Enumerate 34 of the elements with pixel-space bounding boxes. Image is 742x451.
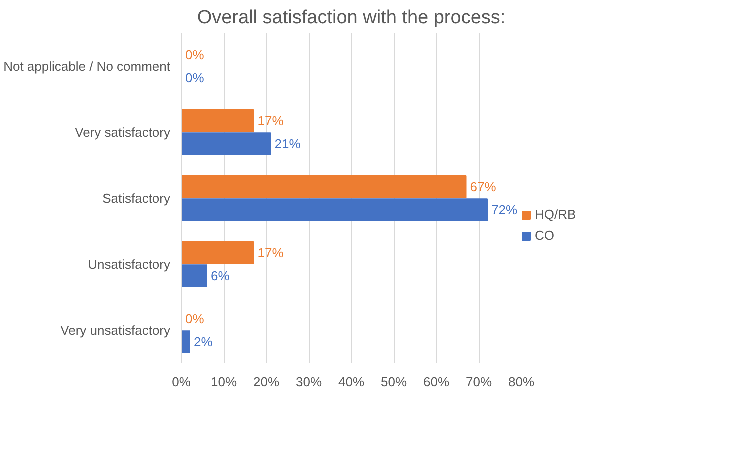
bar <box>182 175 467 198</box>
x-tick-label: 80% <box>508 374 535 390</box>
legend-label: CO <box>535 228 555 243</box>
bar <box>182 198 488 222</box>
y-tick-label: Very unsatisfactory <box>60 323 171 338</box>
data-label: 0% <box>186 47 205 62</box>
data-label: 0% <box>186 311 205 326</box>
data-label: 72% <box>492 202 518 218</box>
y-tick-label: Unsatisfactory <box>88 257 171 272</box>
x-tick-label: 40% <box>338 374 365 390</box>
legend-label: HQ/RB <box>535 207 576 222</box>
x-tick-label: 70% <box>466 374 492 390</box>
x-tick-label: 0% <box>172 374 192 390</box>
x-tick-label: 50% <box>380 374 408 390</box>
bar <box>182 264 208 288</box>
data-label: 17% <box>258 245 284 260</box>
y-tick-label: Satisfactory <box>102 191 171 206</box>
chart-title: Overall satisfaction with the process: <box>197 8 506 28</box>
data-label: 17% <box>258 113 284 128</box>
x-tick-label: 10% <box>210 374 238 390</box>
data-label: 2% <box>194 334 214 350</box>
x-tick-label: 20% <box>253 374 280 390</box>
bar <box>182 132 272 156</box>
data-label: 21% <box>274 136 302 152</box>
data-label: 0% <box>186 70 205 86</box>
bar <box>182 109 254 132</box>
data-label: 67% <box>470 179 497 194</box>
bar <box>182 241 254 264</box>
bar <box>182 330 190 354</box>
data-label: 6% <box>211 268 230 284</box>
x-tick-label: 30% <box>296 374 322 390</box>
x-tick-label: 60% <box>423 374 450 390</box>
y-tick-label: Not applicable / No comment <box>4 59 171 74</box>
y-tick-label: Very satisfactory <box>75 125 171 140</box>
